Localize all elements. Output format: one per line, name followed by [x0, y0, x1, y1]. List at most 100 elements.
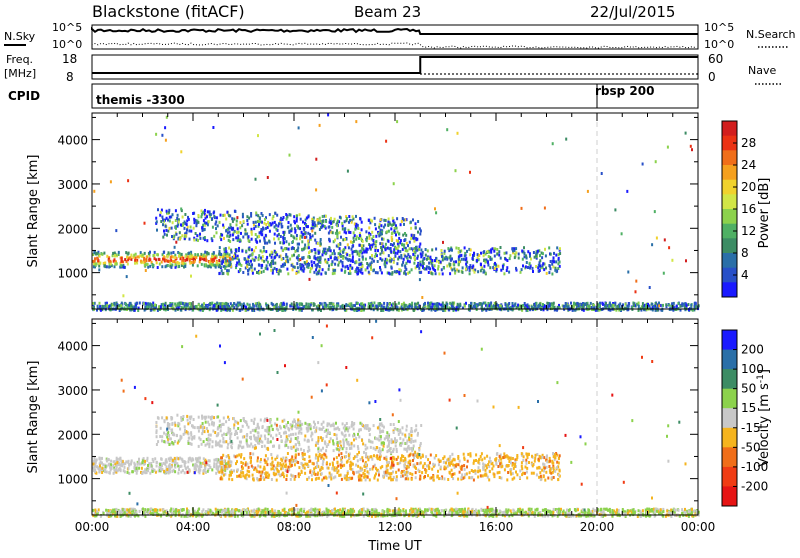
data-cell — [529, 263, 531, 266]
scatter-cell — [419, 233, 421, 236]
data-cell — [497, 265, 499, 268]
data-cell — [483, 270, 485, 273]
data-cell — [228, 431, 230, 434]
data-cell — [418, 248, 420, 251]
data-cell — [687, 303, 689, 306]
data-cell — [358, 253, 360, 256]
nave-tick-bottom: 0 — [708, 70, 716, 84]
data-cell — [258, 258, 260, 261]
scatter-cell — [355, 120, 357, 123]
data-cell — [418, 267, 420, 270]
data-cell — [284, 431, 286, 434]
data-cell — [345, 451, 347, 454]
cpid-label: CPID — [8, 89, 40, 103]
data-cell — [312, 220, 314, 223]
data-cell — [413, 445, 415, 448]
data-cell — [242, 271, 244, 274]
data-cell — [284, 237, 286, 240]
data-cell — [135, 306, 137, 309]
data-cell — [171, 423, 173, 426]
data-cell — [265, 250, 267, 253]
data-cell — [435, 272, 437, 275]
data-cell — [196, 465, 198, 468]
data-cell — [224, 214, 226, 217]
data-cell — [248, 239, 250, 242]
data-cell — [506, 251, 508, 254]
data-cell — [389, 303, 391, 306]
data-cell — [121, 257, 123, 260]
data-cell — [509, 254, 511, 257]
data-cell — [141, 472, 143, 475]
data-cell — [602, 302, 604, 305]
data-cell — [488, 304, 490, 307]
data-cell — [212, 430, 214, 433]
data-cell — [308, 455, 310, 458]
freq-label-1: Freq. — [6, 53, 33, 66]
data-cell — [180, 208, 182, 211]
data-cell — [502, 265, 504, 268]
data-cell — [599, 304, 601, 307]
data-cell — [489, 266, 491, 269]
data-cell — [389, 223, 391, 226]
scatter-cell — [446, 128, 448, 131]
data-cell — [557, 262, 559, 265]
data-cell — [527, 306, 529, 309]
data-cell — [174, 470, 176, 473]
data-cell — [238, 304, 240, 307]
data-cell — [391, 438, 393, 441]
data-cell — [360, 218, 362, 221]
data-cell — [208, 459, 210, 462]
data-cell — [321, 423, 323, 426]
data-cell — [156, 461, 158, 464]
data-cell — [130, 463, 132, 466]
data-cell — [494, 262, 496, 265]
data-cell — [293, 254, 295, 257]
data-cell — [399, 429, 401, 432]
data-cell — [398, 237, 400, 240]
data-cell — [542, 262, 544, 265]
data-cell — [172, 459, 174, 462]
data-cell — [642, 306, 644, 309]
data-cell — [346, 447, 348, 450]
nsearch-label: N.Search — [746, 28, 796, 41]
data-cell — [341, 269, 343, 272]
data-cell — [463, 464, 465, 467]
data-cell — [483, 250, 485, 253]
data-cell — [690, 304, 692, 307]
data-cell — [655, 302, 657, 305]
data-cell — [522, 264, 524, 267]
data-cell — [239, 444, 241, 447]
data-cell — [419, 444, 421, 447]
data-cell — [431, 262, 433, 265]
data-cell — [128, 464, 130, 467]
data-cell — [544, 305, 546, 308]
data-cell — [416, 238, 418, 241]
data-cell — [365, 258, 367, 261]
data-cell — [146, 471, 148, 474]
data-cell — [276, 268, 278, 271]
data-cell — [386, 431, 388, 434]
data-cell — [220, 238, 222, 241]
nsky-frame — [92, 25, 698, 49]
data-cell — [390, 472, 392, 475]
data-cell — [238, 446, 240, 449]
data-cell — [282, 231, 284, 234]
data-cell — [201, 432, 203, 435]
data-cell — [373, 424, 375, 427]
data-cell — [377, 249, 379, 252]
data-cell — [305, 302, 307, 305]
data-cell — [223, 248, 225, 251]
scatter-cell — [587, 190, 589, 193]
data-cell — [209, 442, 211, 445]
data-cell — [296, 427, 298, 430]
data-cell — [389, 247, 391, 250]
data-cell — [298, 254, 300, 257]
data-cell — [480, 474, 482, 477]
data-cell — [397, 250, 399, 253]
data-cell — [381, 271, 383, 274]
data-cell — [419, 261, 421, 264]
data-cell — [266, 256, 268, 259]
data-cell — [169, 471, 171, 474]
data-cell — [319, 265, 321, 268]
data-cell — [120, 460, 122, 463]
